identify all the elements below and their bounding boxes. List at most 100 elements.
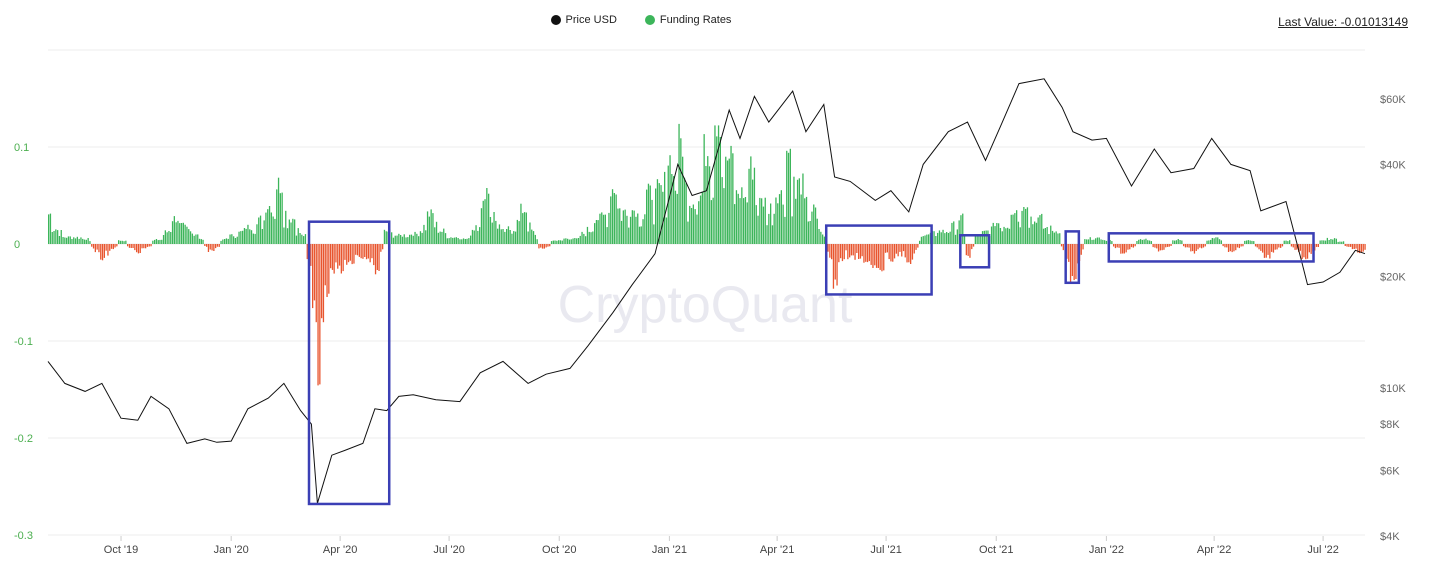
funding-bar (107, 244, 109, 256)
funding-bar (1272, 244, 1275, 253)
funding-bar (1276, 244, 1278, 250)
x-tick-label: Apr '20 (323, 544, 358, 556)
funding-bar (834, 244, 836, 280)
x-tick-label: Jul '21 (870, 544, 901, 556)
funding-bar (617, 208, 619, 244)
funding-bar (188, 229, 190, 244)
funding-bar (543, 244, 545, 249)
funding-bar (83, 239, 86, 244)
funding-bar (1017, 221, 1020, 244)
funding-bar (1222, 244, 1224, 247)
funding-bar (1055, 231, 1057, 244)
funding-bar (143, 244, 145, 249)
funding-bar (1145, 238, 1147, 244)
funding-bar (1132, 244, 1134, 248)
funding-bar (136, 244, 138, 253)
funding-bar (856, 244, 858, 253)
funding-bar (94, 244, 96, 253)
funding-bar (1348, 244, 1350, 247)
funding-bar (886, 244, 888, 253)
funding-bar (312, 244, 314, 309)
funding-bar (191, 233, 193, 244)
funding-bar (170, 232, 172, 244)
funding-bar (1046, 227, 1048, 244)
funding-bar (394, 235, 396, 244)
funding-bar (520, 203, 522, 244)
funding-bar (721, 177, 723, 244)
funding-bar (1161, 244, 1163, 251)
funding-bar (457, 238, 459, 244)
funding-bar (532, 231, 535, 244)
funding-bar (840, 244, 842, 259)
funding-bar (770, 203, 772, 244)
funding-bar (100, 244, 102, 260)
funding-bar (714, 125, 716, 244)
funding-bar (1240, 244, 1242, 247)
funding-bar (180, 223, 183, 244)
funding-bar (1238, 244, 1240, 249)
funding-bar (471, 229, 474, 244)
funding-bar (516, 219, 518, 244)
funding-bar (732, 153, 734, 244)
highlight-box (1064, 230, 1081, 285)
funding-bar (1271, 244, 1273, 252)
funding-bar (139, 244, 141, 253)
funding-bar (256, 224, 258, 244)
funding-bar (689, 205, 691, 244)
funding-bar (123, 241, 125, 244)
funding-bar (590, 232, 592, 244)
funding-bar (177, 220, 179, 244)
funding-bar (391, 232, 393, 244)
funding-bar (904, 244, 906, 258)
funding-bar (252, 233, 254, 244)
funding-bar (525, 212, 527, 244)
funding-bar (545, 244, 547, 248)
funding-bar (1035, 222, 1038, 244)
funding-bar (778, 194, 781, 244)
funding-bar (409, 234, 411, 244)
funding-bar (523, 212, 526, 244)
x-tick-label: Apr '22 (1197, 544, 1232, 556)
funding-bar (550, 241, 553, 244)
funding-bar (527, 231, 529, 244)
funding-bar (461, 239, 463, 244)
funding-bar (540, 244, 542, 248)
funding-bar (976, 236, 978, 244)
funding-bar (331, 244, 334, 270)
funding-bar (1310, 244, 1312, 254)
funding-bar (1170, 244, 1172, 246)
funding-bar (881, 244, 883, 272)
funding-bar (383, 229, 386, 244)
funding-bar (1086, 239, 1088, 244)
funding-bar (1148, 240, 1151, 244)
funding-bar (1181, 240, 1183, 244)
funding-bar (513, 231, 515, 244)
funding-bar (468, 238, 470, 244)
funding-bar (585, 236, 587, 244)
funding-bar (529, 222, 531, 244)
funding-bar (240, 231, 242, 244)
funding-bar (606, 227, 608, 244)
funding-bar (1324, 240, 1327, 244)
funding-bar (685, 183, 687, 244)
funding-bar (132, 244, 134, 248)
funding-bar (227, 238, 229, 244)
legend-item-price[interactable]: Price USD (550, 14, 617, 26)
funding-bar (656, 179, 659, 244)
funding-bar (895, 244, 897, 254)
funding-bar (470, 235, 472, 244)
funding-bar (91, 244, 93, 247)
funding-bar (831, 244, 833, 260)
funding-bar (1253, 241, 1255, 244)
funding-bar (1213, 238, 1215, 244)
funding-bar (897, 244, 899, 257)
funding-bar (1290, 244, 1293, 247)
funding-bar (707, 156, 709, 244)
funding-bar (1184, 244, 1187, 248)
funding-bar (1023, 207, 1025, 244)
funding-bar (1080, 244, 1082, 255)
funding-bar (155, 239, 158, 244)
funding-bar (1353, 244, 1355, 249)
legend-item-funding[interactable]: Funding Rates (644, 14, 731, 26)
funding-bar (858, 244, 860, 259)
